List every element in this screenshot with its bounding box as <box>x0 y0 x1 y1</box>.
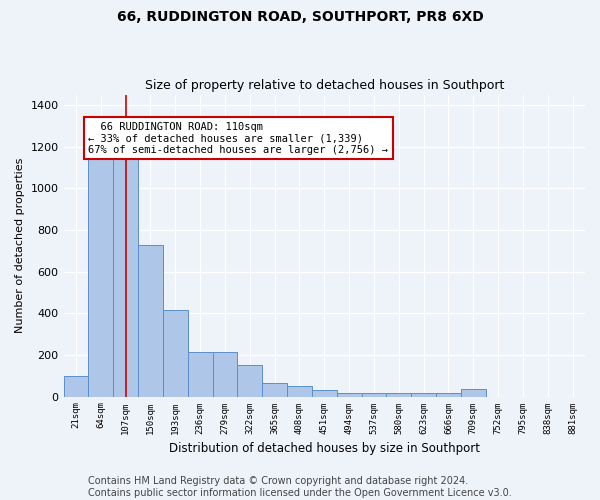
Bar <box>436 394 461 396</box>
Bar <box>212 352 238 397</box>
Text: Contains HM Land Registry data © Crown copyright and database right 2024.
Contai: Contains HM Land Registry data © Crown c… <box>88 476 512 498</box>
Bar <box>64 376 88 396</box>
Bar <box>138 244 163 396</box>
Bar <box>163 310 188 396</box>
Bar <box>312 390 337 396</box>
X-axis label: Distribution of detached houses by size in Southport: Distribution of detached houses by size … <box>169 442 480 455</box>
Bar <box>113 152 138 396</box>
Y-axis label: Number of detached properties: Number of detached properties <box>15 158 25 333</box>
Bar <box>362 394 386 396</box>
Bar <box>188 352 212 397</box>
Bar <box>461 390 485 396</box>
Bar <box>262 383 287 396</box>
Bar <box>337 394 362 396</box>
Bar <box>287 386 312 396</box>
Bar <box>238 366 262 396</box>
Bar <box>88 152 113 396</box>
Bar <box>386 394 411 396</box>
Title: Size of property relative to detached houses in Southport: Size of property relative to detached ho… <box>145 79 504 92</box>
Text: 66 RUDDINGTON ROAD: 110sqm
← 33% of detached houses are smaller (1,339)
67% of s: 66 RUDDINGTON ROAD: 110sqm ← 33% of deta… <box>88 122 388 155</box>
Bar <box>411 394 436 396</box>
Text: 66, RUDDINGTON ROAD, SOUTHPORT, PR8 6XD: 66, RUDDINGTON ROAD, SOUTHPORT, PR8 6XD <box>116 10 484 24</box>
